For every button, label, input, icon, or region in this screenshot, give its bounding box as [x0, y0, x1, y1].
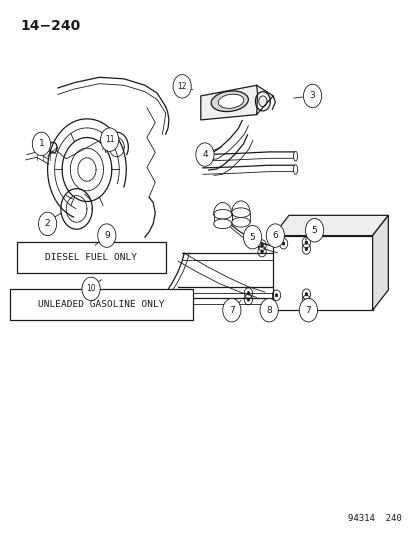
Bar	[10, 289, 192, 320]
Circle shape	[247, 298, 249, 301]
Text: 6: 6	[272, 231, 278, 240]
Polygon shape	[273, 215, 387, 236]
Circle shape	[282, 242, 284, 245]
Bar	[273, 236, 372, 310]
Text: 2: 2	[45, 220, 50, 228]
Ellipse shape	[293, 165, 297, 174]
Text: 94314  240: 94314 240	[347, 514, 401, 523]
Text: 1: 1	[38, 140, 44, 148]
Circle shape	[304, 299, 307, 302]
Text: 11: 11	[105, 135, 114, 144]
Text: 5: 5	[311, 226, 317, 235]
Text: 8: 8	[266, 306, 271, 314]
Ellipse shape	[218, 94, 243, 108]
Ellipse shape	[231, 217, 249, 227]
Ellipse shape	[211, 91, 248, 111]
Text: 14−240: 14−240	[21, 19, 81, 33]
Text: DIESEL FUEL ONLY: DIESEL FUEL ONLY	[45, 253, 137, 262]
Circle shape	[222, 298, 240, 322]
Ellipse shape	[213, 219, 231, 229]
Circle shape	[303, 84, 321, 108]
Circle shape	[243, 225, 261, 249]
Circle shape	[275, 294, 277, 297]
Circle shape	[260, 244, 263, 247]
Circle shape	[82, 277, 100, 301]
Text: 9: 9	[104, 231, 109, 240]
Polygon shape	[372, 215, 387, 310]
Circle shape	[266, 224, 284, 247]
Circle shape	[100, 128, 119, 151]
Text: 5: 5	[249, 233, 255, 241]
Text: 7: 7	[228, 306, 234, 314]
Circle shape	[38, 212, 57, 236]
Text: 3: 3	[309, 92, 315, 100]
Circle shape	[195, 143, 214, 166]
Circle shape	[32, 132, 50, 156]
Text: UNLEADED GASOLINE ONLY: UNLEADED GASOLINE ONLY	[38, 300, 164, 309]
Circle shape	[304, 293, 307, 296]
Ellipse shape	[293, 151, 297, 161]
Circle shape	[304, 247, 307, 251]
Text: 7: 7	[305, 306, 311, 314]
Bar	[17, 242, 165, 273]
Circle shape	[247, 292, 249, 295]
Circle shape	[173, 75, 191, 98]
Ellipse shape	[213, 209, 231, 219]
Circle shape	[259, 298, 278, 322]
Circle shape	[304, 241, 307, 244]
Circle shape	[305, 219, 323, 242]
Circle shape	[97, 224, 116, 247]
Text: 4: 4	[202, 150, 207, 159]
Polygon shape	[200, 85, 273, 120]
Text: 10: 10	[86, 285, 96, 293]
Circle shape	[260, 250, 263, 253]
Circle shape	[299, 298, 317, 322]
Ellipse shape	[231, 208, 249, 217]
Text: 12: 12	[177, 82, 186, 91]
